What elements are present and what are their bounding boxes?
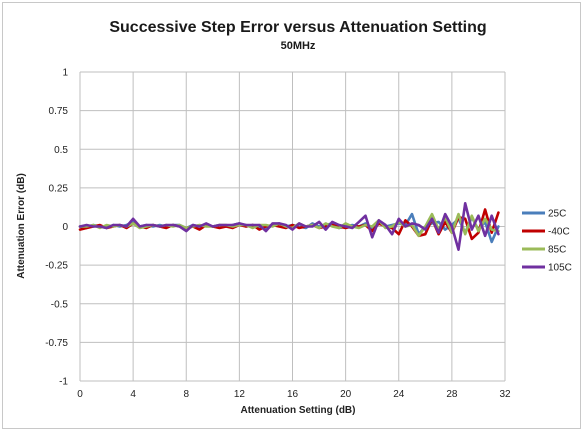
x-tick-label: 28 — [446, 389, 458, 400]
y-tick-label: -1 — [59, 377, 68, 388]
x-tick-label: 12 — [234, 389, 246, 400]
x-axis-ticks: 0 4 8 12 16 20 24 28 32 — [77, 389, 511, 400]
y-tick-label: 0.75 — [49, 106, 69, 117]
y-tick-label: -0.5 — [51, 299, 69, 310]
y-tick-label: -0.75 — [45, 338, 68, 349]
y-axis-title: Attenuation Error (dB) — [16, 173, 27, 279]
series-line-105c — [78, 202, 500, 251]
x-tick-label: 4 — [130, 389, 136, 400]
chart-subtitle: 50MHz — [281, 40, 316, 52]
y-tick-label: 1 — [62, 68, 68, 79]
legend-label-25c: 25C — [548, 209, 566, 220]
x-tick-label: 8 — [183, 389, 189, 400]
y-axis-ticks: 1 0.75 0.5 0.25 0 -0.25 -0.5 -0.75 -1 — [45, 68, 68, 388]
legend-label-105c: 105C — [548, 263, 572, 274]
y-tick-label: 0.25 — [49, 183, 69, 194]
x-tick-label: 20 — [340, 389, 352, 400]
y-tick-label: -0.25 — [45, 261, 68, 272]
legend: 25C -40C 85C 105C — [522, 209, 572, 274]
legend-label-40c: -40C — [548, 227, 570, 238]
chart-title: Successive Step Error versus Attenuation… — [109, 19, 486, 36]
series-lines — [78, 202, 500, 251]
x-tick-label: 16 — [287, 389, 299, 400]
x-axis-title: Attenuation Setting (dB) — [241, 405, 356, 416]
x-tick-label: 32 — [499, 389, 511, 400]
x-tick-label: 0 — [77, 389, 83, 400]
x-tick-label: 24 — [393, 389, 405, 400]
legend-label-85c: 85C — [548, 245, 566, 256]
y-tick-label: 0 — [62, 222, 68, 233]
y-tick-label: 0.5 — [54, 145, 68, 156]
